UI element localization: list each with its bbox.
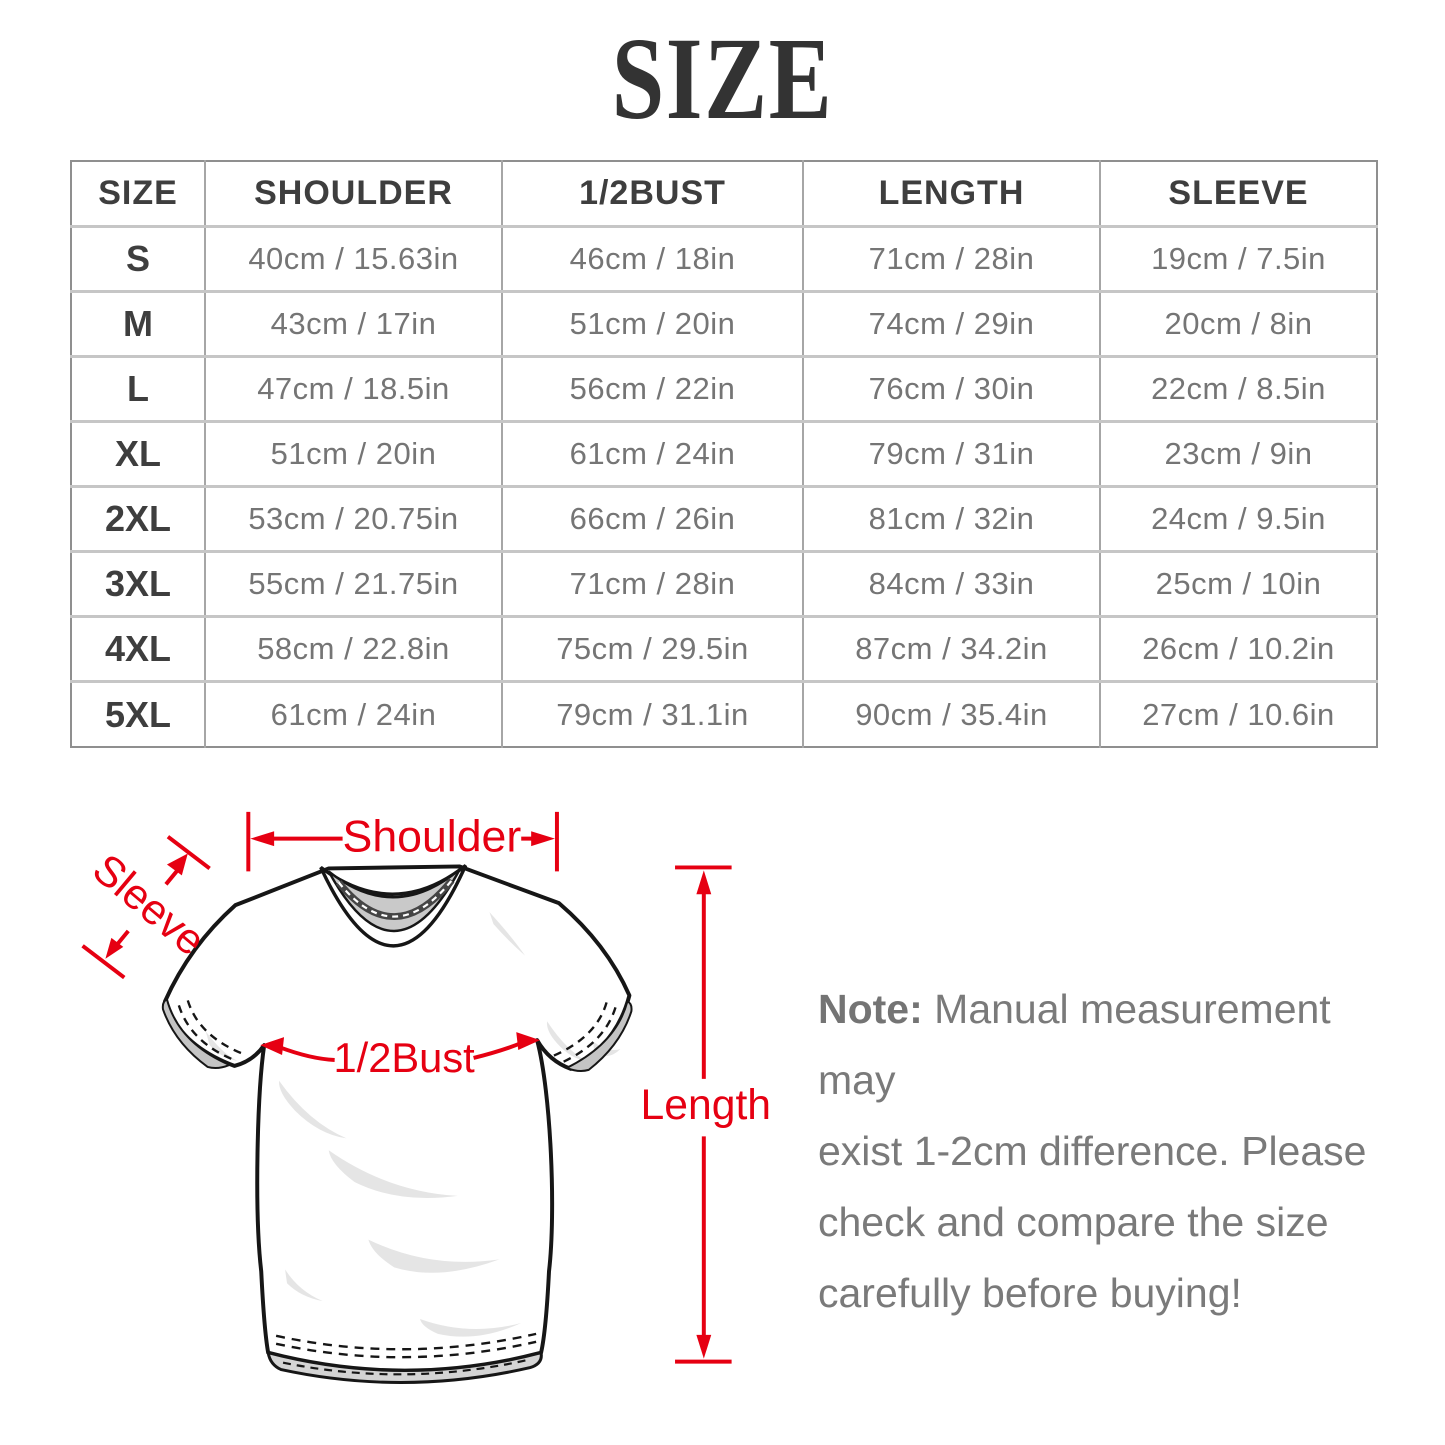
bust-value: 51cm / 20in	[501, 289, 803, 357]
column-header-shoulder: SHOULDER	[204, 161, 502, 227]
table-row: 2XL 53cm / 20.75in 66cm / 26in 81cm / 32…	[71, 485, 1377, 552]
note-label: Note:	[818, 986, 923, 1032]
wrinkle-shading	[205, 912, 621, 1337]
sleeve-arrow-icon	[81, 835, 211, 980]
table-row: 3XL 55cm / 21.75in 71cm / 28in 84cm / 33…	[71, 550, 1377, 617]
length-value: 74cm / 29in	[802, 289, 1100, 357]
shoulder-arrow-icon	[246, 811, 559, 872]
size-label: 4XL	[71, 615, 205, 682]
sleeve-label: Sleeve	[83, 845, 214, 966]
column-header-sleeve: SLEEVE	[1099, 161, 1377, 227]
shoulder-label: Shoulder	[343, 812, 522, 861]
length-value: 71cm / 28in	[802, 224, 1100, 292]
note-line: carefully before buying!	[818, 1270, 1242, 1316]
right-cuff-icon	[552, 1000, 633, 1072]
sleeve-value: 22cm / 8.5in	[1099, 354, 1377, 422]
sleeve-value: 20cm / 8in	[1099, 289, 1377, 357]
bust-value: 66cm / 26in	[501, 485, 803, 552]
shoulder-value: 53cm / 20.75in	[204, 485, 502, 552]
size-label: L	[71, 354, 205, 422]
shoulder-value: 47cm / 18.5in	[204, 354, 502, 422]
left-cuff-icon	[161, 998, 244, 1070]
length-value: 76cm / 30in	[802, 354, 1100, 422]
note-line: check and compare the size	[818, 1199, 1329, 1245]
table-row: M 43cm / 17in 51cm / 20in 74cm / 29in 20…	[71, 289, 1377, 357]
table-row: L 47cm / 18.5in 56cm / 22in 76cm / 30in …	[71, 354, 1377, 422]
bust-value: 61cm / 24in	[501, 419, 803, 487]
column-header-bust: 1/2BUST	[501, 161, 803, 227]
table-header-row: SIZE SHOULDER 1/2BUST LENGTH SLEEVE	[71, 161, 1377, 227]
length-value: 90cm / 35.4in	[802, 680, 1100, 747]
length-value: 81cm / 32in	[802, 485, 1100, 552]
shoulder-value: 40cm / 15.63in	[204, 224, 502, 292]
shoulder-value: 55cm / 21.75in	[204, 550, 502, 617]
column-header-size: SIZE	[98, 173, 178, 212]
shoulder-value: 43cm / 17in	[204, 289, 502, 357]
page-title: SIZE	[611, 13, 834, 144]
size-label: S	[71, 224, 205, 292]
bust-value: 71cm / 28in	[501, 550, 803, 617]
size-label: 2XL	[71, 485, 205, 552]
page-title-wrap: SIZE	[0, 20, 1445, 138]
sleeve-value: 19cm / 7.5in	[1099, 224, 1377, 292]
length-value: 84cm / 33in	[802, 550, 1100, 617]
column-header-length: LENGTH	[802, 161, 1100, 227]
table-row: 5XL 61cm / 24in 79cm / 31.1in 90cm / 35.…	[71, 680, 1377, 747]
shoulder-value: 51cm / 20in	[204, 419, 502, 487]
bust-value: 79cm / 31.1in	[501, 680, 803, 747]
tshirt-outline-icon	[161, 864, 633, 1384]
size-table: SIZE SHOULDER 1/2BUST LENGTH SLEEVE S 40…	[70, 160, 1378, 748]
size-label: 3XL	[71, 550, 205, 617]
bust-arrow-icon	[260, 1032, 541, 1062]
size-label: 5XL	[71, 680, 205, 747]
length-value: 87cm / 34.2in	[802, 615, 1100, 682]
sleeve-value: 23cm / 9in	[1099, 419, 1377, 487]
bust-label: 1/2Bust	[333, 1034, 475, 1081]
note-line-text: Manual measurement may	[818, 986, 1331, 1103]
length-label: Length	[641, 1081, 770, 1129]
note-line: Note: Manual measurement may	[818, 974, 1378, 1116]
note-line: exist 1-2cm difference. Please	[818, 1128, 1367, 1174]
table-row: 4XL 58cm / 22.8in 75cm / 29.5in 87cm / 3…	[71, 615, 1377, 682]
sleeve-value: 26cm / 10.2in	[1099, 615, 1377, 682]
sleeve-value: 25cm / 10in	[1099, 550, 1377, 617]
tshirt-measurement-diagram: Shoulder Sleeve 1/2Bust Length	[81, 811, 770, 1384]
bust-value: 46cm / 18in	[501, 224, 803, 292]
table-row: S 40cm / 15.63in 46cm / 18in 71cm / 28in…	[71, 224, 1377, 292]
table-row: XL 51cm / 20in 61cm / 24in 79cm / 31in 2…	[71, 419, 1377, 487]
sleeve-value: 24cm / 9.5in	[1099, 485, 1377, 552]
collar-icon	[319, 864, 468, 948]
bust-value: 75cm / 29.5in	[501, 615, 803, 682]
bust-value: 56cm / 22in	[501, 354, 803, 422]
size-label: XL	[71, 419, 205, 487]
note-text: Note: Manual measurement may exist 1-2cm…	[818, 974, 1378, 1329]
shoulder-value: 58cm / 22.8in	[204, 615, 502, 682]
hem-icon	[266, 1332, 543, 1384]
size-label: M	[71, 289, 205, 357]
length-value: 79cm / 31in	[802, 419, 1100, 487]
sleeve-value: 27cm / 10.6in	[1099, 680, 1377, 747]
shoulder-value: 61cm / 24in	[204, 680, 502, 747]
length-arrow-icon	[675, 865, 732, 1364]
